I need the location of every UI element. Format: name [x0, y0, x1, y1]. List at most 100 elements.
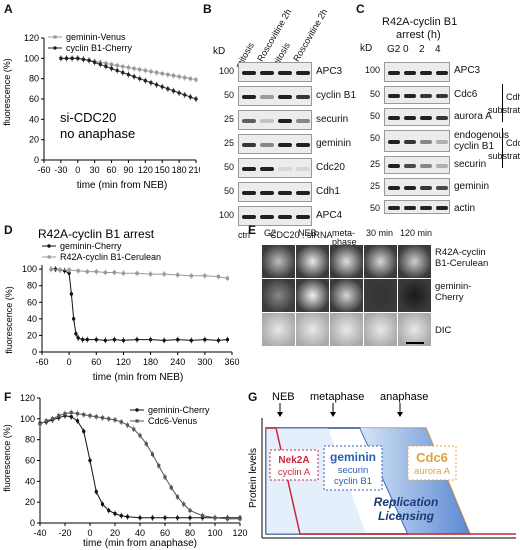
diagram-g-nek2a-profile [266, 427, 516, 535]
micrograph-cell [330, 279, 363, 312]
a-point [183, 93, 187, 97]
chart-d-xlabel: time (min from NEB) [93, 372, 184, 383]
d-ytick-label: 100 [22, 264, 37, 274]
blot-c-row-label: securin [454, 159, 487, 170]
f-point [94, 415, 98, 419]
blot-c-row-box [384, 62, 450, 82]
blot-b-band [296, 143, 310, 147]
panel-letter-e: E [248, 223, 257, 237]
a-point [126, 65, 131, 70]
f-xtick-label: 80 [185, 528, 195, 538]
blot-b-sirna-label: CDC20 : siRNA [270, 230, 333, 240]
blot-c-band [404, 71, 416, 75]
f-point [157, 464, 161, 468]
blot-b-mw: 100 [218, 210, 234, 220]
d-xtick-label: 120 [116, 357, 131, 367]
f-point [138, 433, 142, 438]
a-point [177, 91, 181, 95]
f-ytick-label: 20 [25, 497, 35, 507]
f-point [100, 502, 105, 506]
blot-c-row-box [384, 156, 450, 174]
a-point [70, 56, 74, 61]
blot-b-band [296, 119, 310, 123]
blot-c-band [388, 71, 400, 75]
blot-c-row-box [384, 178, 450, 196]
blot-b-band [242, 71, 256, 75]
diagram-g-box-blue-line3: cyclin B1 [334, 476, 372, 487]
f-point [119, 420, 123, 424]
f-xtick-label: 40 [135, 528, 145, 538]
d-point [203, 274, 207, 278]
f-point [94, 490, 98, 494]
blot-b-row-label: geminin [316, 138, 352, 149]
d-xtick-label: 240 [170, 357, 185, 367]
f-ytick-label: 40 [25, 476, 35, 486]
a-ytick-label: 120 [24, 33, 39, 43]
d-point [69, 292, 74, 296]
a-xtick-label: 0 [75, 165, 80, 175]
chart-a-annotation-1: si-CDC20 [60, 110, 116, 125]
chart-f: fluorescence (%) 0 20 40 60 80 100 120 -40 -20 0 2… [2, 393, 248, 549]
blot-c-band [420, 71, 432, 75]
blot-b-band [278, 71, 292, 75]
f-point [188, 516, 192, 520]
d-point [103, 338, 108, 343]
blot-b-band [242, 191, 256, 195]
panel-letter-c: C [356, 2, 365, 16]
d-point [112, 270, 116, 275]
blot-c-mw: 50 [369, 89, 380, 99]
diagram-g-box-red-line1: Nek2A [278, 455, 309, 466]
blot-c-title-1: R42A-cyclin B1 [382, 16, 458, 28]
d-ytick-label: 20 [27, 330, 37, 340]
d-point [103, 270, 107, 275]
a-xtick-label: 150 [155, 165, 170, 175]
f-ytick-label: 0 [30, 518, 35, 528]
blot-c-mw: 25 [369, 181, 380, 191]
f-point [75, 412, 80, 416]
blot-c-title-2: arrest (h) [396, 29, 441, 41]
a-point [132, 74, 136, 79]
blot-c-band [420, 186, 432, 190]
blot-c-group-2-2: substrates [488, 151, 520, 161]
a-point [154, 83, 159, 87]
blot-c-band [388, 94, 400, 98]
f-point [138, 516, 142, 520]
micrograph-row-label: R42A-cyclin B1-Cerulean [435, 247, 489, 269]
f-series-line-0 [39, 415, 240, 519]
blot-c-kd: kD [360, 43, 373, 54]
f-series-line-1 [39, 412, 240, 520]
blot-b-band [296, 215, 310, 219]
micrograph-cell [398, 245, 431, 278]
a-xtick-label: 30 [90, 165, 100, 175]
d-point [76, 269, 80, 273]
diagram-g-phase-anaphase: anaphase [380, 391, 428, 403]
d-xtick-label: 360 [224, 357, 239, 367]
diagram-g-box-orange-line2: aurora A [414, 466, 451, 477]
f-point [69, 415, 73, 419]
micrograph-cell [364, 245, 397, 278]
a-point [87, 58, 91, 63]
blot-c-band [420, 164, 432, 168]
blot-c-lane-label: G2 [387, 44, 401, 55]
d-point [74, 332, 78, 336]
blot-b-band [296, 167, 310, 171]
a-point [149, 69, 153, 74]
a-xtick-label: -60 [37, 165, 50, 175]
d-point [49, 267, 53, 271]
blot-c-band [404, 186, 416, 190]
f-xtick-label: 20 [110, 528, 120, 538]
a-point [166, 87, 170, 91]
d-point [135, 271, 139, 275]
f-point [88, 414, 92, 418]
a-point [92, 60, 97, 65]
a-point [194, 78, 198, 82]
d-point [71, 317, 76, 321]
f-point [175, 495, 180, 499]
blot-b-band [242, 215, 256, 219]
blot-b-band [242, 95, 256, 99]
micrograph-col-label: 120 min [400, 228, 433, 238]
a-point [149, 81, 153, 85]
micrograph-col-label: NEB [298, 228, 317, 238]
a-point [154, 70, 159, 75]
diagram-g-box-blue [323, 445, 383, 491]
